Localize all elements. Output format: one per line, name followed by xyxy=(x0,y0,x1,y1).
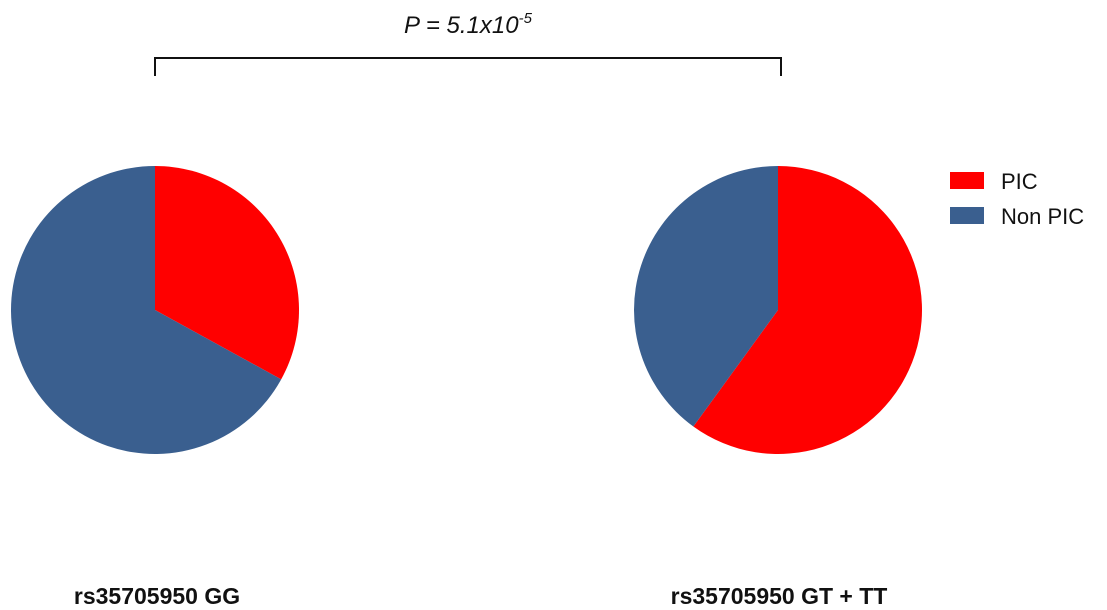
pie-slice-gg-pic xyxy=(155,166,300,380)
pie-label-gt-tt: rs35705950 GT + TT xyxy=(671,583,888,609)
p-value-exponent: -5 xyxy=(519,10,533,27)
p-value-equals: = xyxy=(419,12,446,39)
legend-swatch-pic xyxy=(950,172,984,189)
legend-label-non-pic: Non PIC xyxy=(1001,204,1084,229)
pies-layer xyxy=(11,166,922,455)
pie-label-gg: rs35705950 GG xyxy=(74,583,240,609)
p-value-mantissa: 5.1x10 xyxy=(447,12,520,39)
significance-bracket xyxy=(154,57,782,76)
legend: PIC Non PIC xyxy=(950,169,1084,229)
pie-slice-gt-tt-non-pic xyxy=(633,166,778,427)
p-value-prefix: P xyxy=(404,12,420,39)
pie-slice-gg-non-pic xyxy=(11,166,282,454)
legend-label-pic: PIC xyxy=(1001,169,1038,194)
p-value-annotation: P = 5.1x10-5 xyxy=(404,10,533,39)
legend-swatch-non-pic xyxy=(950,207,984,224)
pie-slice-gt-tt-pic xyxy=(693,166,922,455)
